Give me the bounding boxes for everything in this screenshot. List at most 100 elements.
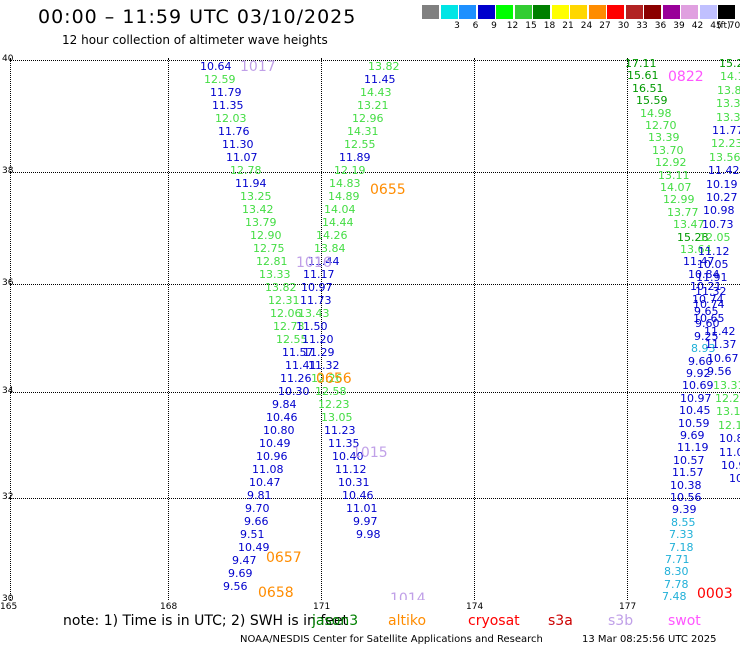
wave-height-value: 13.11 — [658, 168, 690, 182]
longitude-label: 177 — [619, 602, 637, 612]
legend-swatch — [533, 5, 550, 19]
legend-label: 18 — [543, 21, 556, 31]
wave-height-value: 9.60 — [695, 317, 720, 331]
pass-id-label: 1016 — [296, 255, 332, 271]
wave-height-value: 11.89 — [339, 151, 371, 164]
legend-label: 3 — [454, 21, 460, 31]
wave-height-value: 10.97 — [301, 281, 333, 294]
wave-height-value: 10.49 — [259, 437, 291, 450]
wave-height-value: 10.69 — [682, 379, 714, 393]
parallel-line — [10, 60, 740, 61]
latitude-label: 36 — [2, 278, 14, 288]
legend-label: 24 — [580, 21, 593, 31]
wave-height-map: 10.64 12.59 11.79 11.35 12.03 11.76 11.30 11.07… — [10, 58, 740, 600]
wave-height-value: 14.44 — [322, 216, 354, 229]
legend-label: 12 — [506, 21, 519, 31]
satellite-swot: swot — [668, 613, 701, 629]
wave-height-value: 13.64 — [680, 243, 712, 256]
wave-height-value: 11.30 — [222, 138, 254, 151]
legend-swatch — [477, 5, 495, 19]
wave-height-value: 10.74 — [693, 298, 725, 312]
wave-height-value: 12.23 — [318, 398, 350, 411]
wave-height-value: 10.59 — [678, 416, 710, 430]
wave-height-value: 15.61 — [627, 69, 659, 83]
legend-swatch — [718, 5, 735, 19]
wave-height-value: 8.30 — [664, 565, 689, 579]
wave-height-value: 11.42 — [704, 325, 736, 338]
wave-height-value: 13.33 — [259, 268, 291, 281]
wave-height-value: 9.51 — [240, 528, 265, 541]
pass-id-label: 0822 — [668, 69, 704, 85]
wave-height-value: 9.92 — [686, 367, 711, 380]
wave-height-value: 10.97 — [680, 391, 712, 405]
wave-height-value: 8.55 — [671, 515, 696, 529]
wave-height-value: 13.25 — [240, 190, 272, 203]
wave-height-value: 12.26 — [311, 372, 343, 385]
wave-height-value: 11.01 — [346, 502, 378, 515]
wave-height-value: 11.57 — [282, 346, 314, 359]
wave-height-value: 13.3 — [716, 97, 740, 111]
wave-height-value: 10.98 — [703, 204, 735, 218]
wave-height-value: 10.84 — [688, 267, 720, 281]
wave-height-value: 11.79 — [210, 86, 242, 99]
wave-height-value: 11.42 — [708, 164, 740, 178]
wave-height-value: 11.32 — [695, 284, 727, 298]
wave-height-value: 11.17 — [303, 268, 335, 281]
wave-height-value: 11.37 — [705, 338, 737, 352]
wave-height-value: 11.50 — [296, 320, 328, 333]
legend-swatch — [514, 5, 532, 19]
wave-height-value: 10.38 — [670, 478, 702, 492]
wave-height-value: 9.69 — [680, 429, 705, 442]
meridian-line — [474, 58, 475, 600]
page-subtitle: 12 hour collection of altimeter wave hei… — [62, 33, 328, 47]
wave-height-value: 11.73 — [300, 294, 332, 307]
wave-height-value: 11.57 — [672, 466, 704, 480]
legend-swatch — [662, 5, 680, 19]
footnote: note: 1) Time is in UTC; 2) SWH is in fe… — [63, 613, 349, 629]
wave-height-value: 10.31 — [338, 476, 370, 489]
wave-height-value: 7.71 — [665, 553, 690, 566]
wave-height-value: 13.31 — [713, 378, 740, 392]
legend-swatch — [681, 5, 698, 19]
wave-height-value: 11.45 — [364, 73, 396, 86]
wave-height-value: 11.41 — [285, 359, 317, 372]
wave-height-value: 10.64 — [200, 60, 232, 73]
wave-height-value: 14.89 — [328, 190, 360, 203]
wave-height-value: 10.9 — [721, 459, 740, 472]
legend-label: 39 — [673, 21, 685, 31]
pass-id-label: 1017 — [240, 59, 276, 75]
wave-height-value: 9.69 — [228, 567, 253, 580]
wave-height-value: 13.84 — [314, 242, 346, 255]
latitude-label: 38 — [2, 166, 14, 176]
wave-height-value: 12.96 — [352, 112, 384, 125]
wave-height-value: 10.6 — [729, 472, 740, 486]
pass-id-label: 0658 — [258, 585, 294, 600]
legend-swatch — [440, 5, 458, 19]
wave-height-value: 11.76 — [218, 125, 250, 138]
wave-height-value: 10.96 — [256, 450, 288, 463]
wave-height-value: 12.78 — [230, 164, 262, 177]
legend-label: 45 — [710, 21, 722, 31]
wave-height-value: 11.19 — [677, 441, 709, 455]
wave-height-value: 12.55 — [344, 138, 376, 151]
wave-height-value: 14.43 — [360, 86, 392, 99]
wave-height-value: 12.92 — [655, 156, 687, 170]
wave-height-value: 12.59 — [204, 73, 236, 86]
legend-label: 70 — [728, 21, 740, 31]
wave-height-value: 9.66 — [244, 515, 269, 528]
wave-height-value: 11.44 — [308, 255, 340, 268]
wave-height-value: 11.77 — [712, 124, 740, 137]
wave-height-value: 17.11 — [625, 58, 657, 70]
satellite-s3b: s3b — [608, 613, 634, 629]
wave-height-value: 11.0 — [719, 445, 740, 459]
wave-height-value: 12.73 — [273, 320, 305, 333]
legend-swatch — [551, 5, 569, 19]
satellite-s3a: s3a — [548, 613, 573, 629]
legend-swatch — [625, 5, 643, 19]
wave-height-value: 11.35 — [328, 437, 360, 450]
parallel-line — [10, 498, 740, 499]
legend-label: 27 — [599, 21, 611, 31]
wave-height-value: 7.48 — [662, 590, 687, 600]
wave-height-value: 9.70 — [245, 502, 270, 515]
wave-height-value: 12.06 — [270, 307, 302, 320]
